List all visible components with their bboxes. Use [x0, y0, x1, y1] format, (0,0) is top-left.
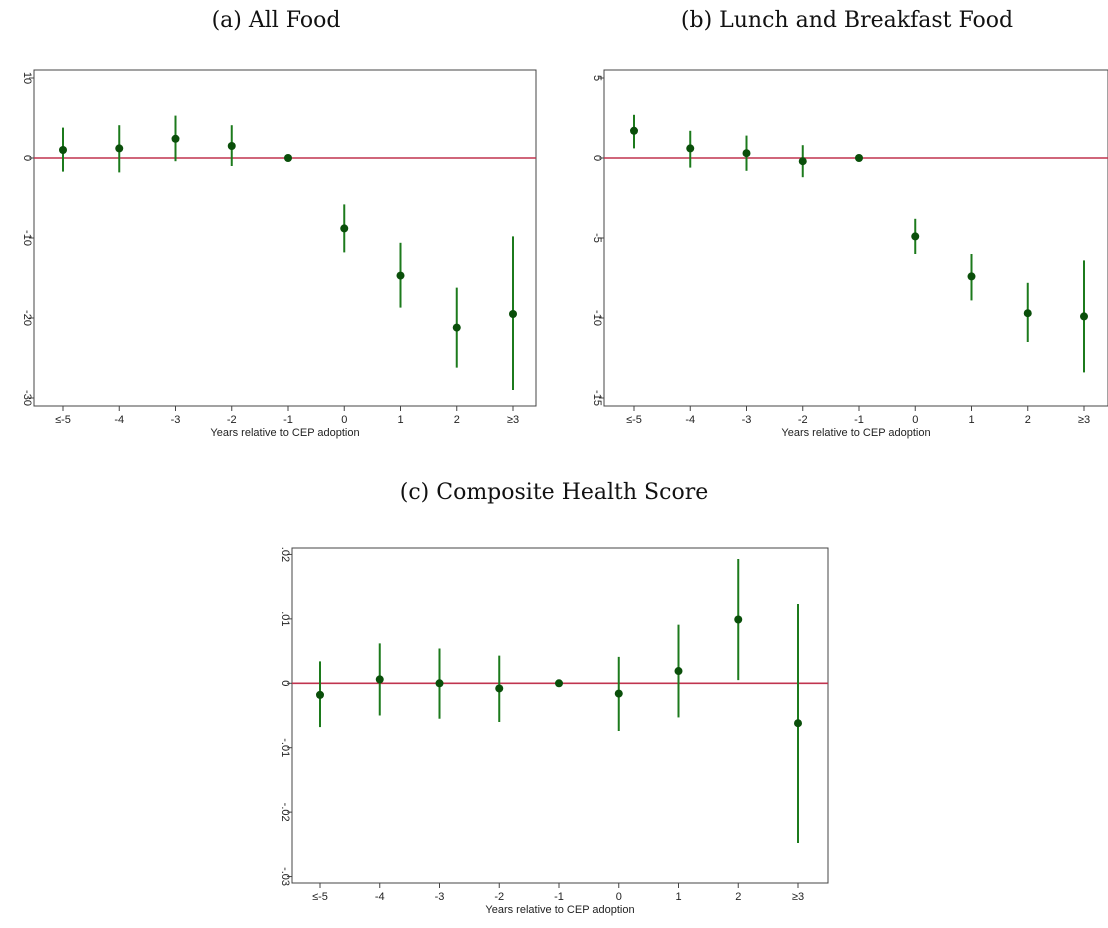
x-tick-label-a: -4 [114, 414, 124, 426]
x-tick-label-c: -4 [375, 891, 385, 903]
point-estimate-a [115, 144, 124, 153]
point-estimate-c [316, 690, 324, 699]
x-tick-label-c: -1 [554, 891, 564, 903]
x-tick-label-b: ≥3 [1078, 414, 1090, 426]
point-estimate-b [911, 232, 920, 241]
point-estimate-b [1023, 309, 1032, 318]
point-estimate-a [452, 323, 461, 332]
plot-frame-c [291, 547, 829, 884]
panel-a-title: (a) All Food [211, 8, 341, 33]
y-tick-label-c: -.02 [279, 803, 291, 822]
point-estimate-c [435, 679, 444, 688]
y-tick-label-c: 0 [279, 680, 291, 686]
point-estimate-a [340, 224, 349, 233]
y-tick-label-b: -5 [591, 233, 603, 243]
panel-b-title: (b) Lunch and Breakfast Food [680, 8, 1014, 33]
x-tick-label-b: -2 [798, 414, 808, 426]
plot-c: .02 .01 0 -.01 -.02 -.03 ≤-5 -4 -3 -2 -1 0 1 2 ≥3 Years… [279, 547, 829, 916]
point-estimate-c [614, 689, 623, 698]
point-estimate-b [1080, 312, 1088, 321]
x-tick-label-a: 1 [397, 414, 403, 426]
x-tick-label-a: -3 [171, 414, 181, 426]
point-estimate-b [798, 157, 807, 166]
y-tick-label-b: 0 [591, 155, 603, 161]
x-tick-label-b: -4 [685, 414, 695, 426]
x-tick-label-b: 0 [912, 414, 918, 426]
y-tick-label-c: .01 [279, 611, 291, 626]
y-tick-label-b: -15 [591, 390, 603, 406]
x-tick-label-a: 0 [341, 414, 347, 426]
y-tick-label-a: 0 [21, 155, 33, 161]
plot-frame-a [33, 69, 537, 407]
x-tick-label-c: 1 [675, 891, 681, 903]
point-estimate-c [674, 667, 683, 676]
point-estimate-c [555, 679, 563, 688]
point-estimate-a [509, 310, 517, 318]
x-axis-title-c: Years relative to CEP adoption [485, 904, 634, 916]
point-estimate-c [734, 615, 743, 624]
panel-c-title: (c) Composite Health Score [399, 480, 709, 505]
y-tick-label-a: -20 [21, 310, 33, 326]
x-tick-label-c: ≤-5 [312, 891, 328, 903]
y-tick-label-c: .02 [279, 547, 291, 562]
x-tick-label-b: 2 [1025, 414, 1031, 426]
point-estimate-c [495, 684, 504, 693]
x-tick-label-c: ≥3 [792, 891, 804, 903]
y-tick-label-a: 10 [21, 72, 33, 84]
point-estimate-c [794, 719, 802, 728]
plot-frame-b [603, 69, 1108, 407]
point-estimate-b [686, 144, 695, 153]
point-estimate-c [375, 675, 384, 684]
point-estimate-a [59, 146, 67, 154]
x-tick-label-a: ≥3 [507, 414, 519, 426]
x-tick-label-b: -3 [742, 414, 752, 426]
x-tick-label-a: ≤-5 [55, 414, 71, 426]
point-estimate-a [171, 134, 180, 143]
x-tick-label-b: ≤-5 [626, 414, 642, 426]
y-tick-label-b: 5 [591, 75, 603, 81]
point-estimate-b [855, 154, 863, 162]
y-tick-label-a: -30 [21, 390, 33, 406]
y-tick-label-c: -.03 [279, 867, 291, 886]
x-tick-label-a: -1 [283, 414, 293, 426]
y-tick-label-c: -.01 [279, 738, 291, 757]
x-tick-label-c: -2 [494, 891, 504, 903]
x-tick-label-b: 1 [968, 414, 974, 426]
point-estimate-b [742, 149, 751, 158]
y-tick-label-b: -10 [591, 310, 603, 326]
point-estimate-b [630, 126, 638, 135]
point-estimate-a [284, 154, 292, 162]
x-tick-label-a: -2 [227, 414, 237, 426]
x-tick-label-c: 2 [735, 891, 741, 903]
point-estimate-a [227, 142, 236, 150]
x-tick-label-b: -1 [854, 414, 864, 426]
point-estimate-b [967, 272, 976, 281]
y-tick-label-a: -10 [21, 230, 33, 246]
x-axis-title-b: Years relative to CEP adoption [781, 427, 930, 439]
x-tick-label-a: 2 [454, 414, 460, 426]
x-axis-title-a: Years relative to CEP adoption [210, 427, 359, 439]
x-tick-label-c: -3 [435, 891, 445, 903]
x-tick-label-c: 0 [616, 891, 622, 903]
point-estimate-a [396, 271, 405, 280]
